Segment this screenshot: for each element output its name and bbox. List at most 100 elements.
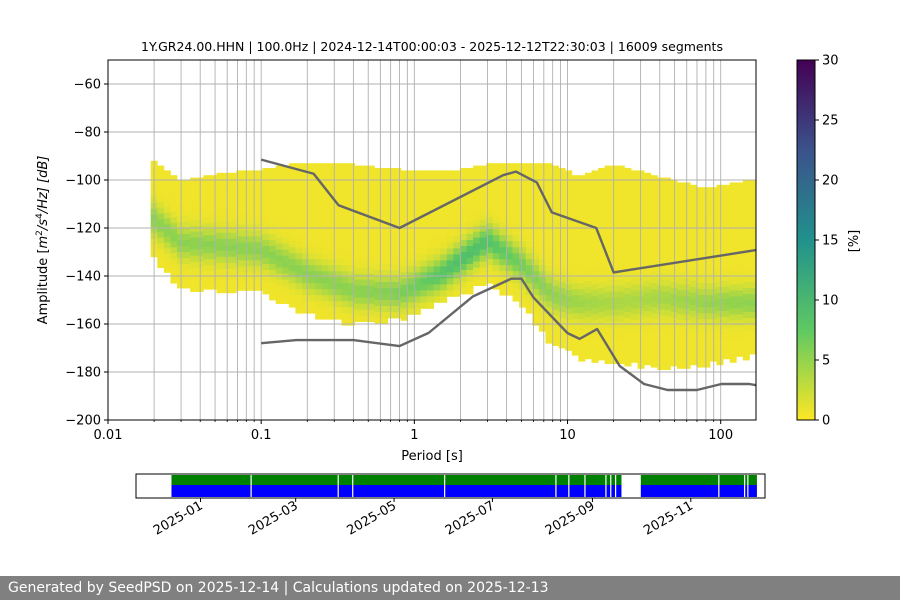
heatmap-cell: [466, 228, 474, 235]
heatmap-cell: [348, 277, 356, 284]
heatmap-cell: [216, 184, 224, 192]
heatmap-cell: [650, 253, 658, 260]
heatmap-cell: [394, 306, 402, 313]
heatmap-cell: [367, 165, 375, 172]
heatmap-cell: [255, 188, 263, 195]
heatmap-cell: [459, 204, 467, 211]
heatmap-cell: [552, 255, 560, 262]
heatmap-cell: [558, 240, 566, 247]
heatmap-cell: [617, 171, 625, 178]
heatmap-cell: [262, 180, 270, 187]
heatmap-cell: [249, 194, 257, 201]
heatmap-cell: [288, 277, 296, 284]
heatmap-cell: [657, 285, 665, 292]
heatmap-cell: [617, 213, 625, 220]
heatmap-cell: [157, 165, 165, 172]
heatmap-cell: [525, 277, 533, 284]
heatmap-cell: [394, 204, 402, 211]
heatmap-cell: [282, 291, 290, 298]
heatmap-cell: [288, 271, 296, 278]
heatmap-cell: [302, 229, 309, 236]
heatmap-cell: [617, 255, 625, 262]
heatmap-cell: [190, 237, 198, 244]
heatmap-cell: [650, 349, 658, 356]
heatmap-cell: [624, 282, 632, 289]
heatmap-cell: [538, 223, 546, 230]
heatmap-cell: [736, 206, 744, 213]
heatmap-cell: [670, 342, 678, 349]
heatmap-cell: [400, 248, 408, 255]
heatmap-cell: [295, 163, 303, 170]
heatmap-cell: [459, 228, 467, 235]
heatmap-cell: [413, 200, 421, 207]
heatmap-cell: [630, 314, 638, 321]
heatmap-cell: [302, 259, 309, 266]
heatmap-cell: [255, 248, 263, 255]
heatmap-cell: [644, 304, 652, 312]
heatmap-cell: [492, 265, 500, 272]
heatmap-cell: [742, 246, 750, 253]
heatmap-cell: [479, 207, 487, 214]
heatmap-cell: [328, 169, 336, 176]
heatmap-cell: [644, 316, 652, 324]
heatmap-cell: [321, 205, 329, 212]
heatmap-cell: [321, 229, 329, 236]
heatmap-cell: [630, 326, 638, 333]
heatmap-cell: [413, 248, 421, 255]
heatmap-cell: [742, 240, 750, 247]
heatmap-cell: [677, 254, 685, 261]
heatmap-cell: [255, 284, 263, 291]
heatmap-cell: [716, 340, 724, 348]
heatmap-cell: [354, 297, 362, 304]
heatmap-cell: [466, 276, 474, 283]
heatmap-cell: [703, 319, 711, 326]
ppsd-heatmap: [150, 160, 757, 370]
heatmap-cell: [302, 271, 309, 278]
heatmap-cell: [209, 187, 217, 194]
heatmap-cell: [716, 352, 724, 360]
heatmap-cell: [663, 327, 671, 334]
colorbar-tick-label: 20: [822, 174, 839, 189]
heatmap-cell: [367, 261, 375, 268]
heatmap-cell: [367, 285, 375, 292]
heatmap-cell: [308, 163, 316, 170]
heatmap-cell: [519, 187, 527, 194]
heatmap-cell: [223, 196, 231, 204]
heatmap-cell: [552, 165, 560, 172]
heatmap-cell: [749, 180, 757, 187]
heatmap-cell: [367, 171, 375, 178]
heatmap-cell: [617, 201, 625, 208]
heatmap-cell: [558, 318, 566, 325]
heatmap-cell: [400, 182, 408, 189]
heatmap-cell: [644, 352, 652, 360]
heatmap-cell: [459, 180, 467, 187]
heatmap-cell: [223, 172, 231, 180]
heatmap-cell: [598, 330, 606, 337]
heatmap-cell: [598, 198, 606, 205]
heatmap-cell: [696, 343, 704, 350]
heatmap-cell: [459, 168, 467, 175]
heatmap-cell: [604, 243, 612, 250]
heatmap-cell: [249, 266, 257, 273]
heatmap-cell: [558, 342, 566, 349]
heatmap-cell: [505, 289, 513, 296]
heatmap-cell: [288, 217, 296, 224]
heatmap-cell: [453, 266, 461, 273]
heatmap-cell: [584, 310, 592, 318]
heatmap-cell: [716, 208, 724, 216]
heatmap-cell: [282, 183, 290, 190]
heatmap-cell: [288, 205, 296, 212]
heatmap-cell: [367, 183, 375, 190]
heatmap-cell: [492, 271, 500, 278]
heatmap-cell: [269, 210, 277, 217]
heatmap-cell: [696, 247, 704, 254]
heatmap-cell: [723, 352, 731, 360]
heatmap-cell: [519, 181, 527, 188]
heatmap-cell: [249, 230, 257, 237]
heatmap-cell: [190, 207, 198, 214]
heatmap-cell: [440, 260, 448, 267]
heatmap-cell: [380, 300, 388, 307]
heatmap-cell: [716, 304, 724, 312]
heatmap-cell: [558, 276, 566, 283]
heatmap-cell: [407, 182, 415, 189]
